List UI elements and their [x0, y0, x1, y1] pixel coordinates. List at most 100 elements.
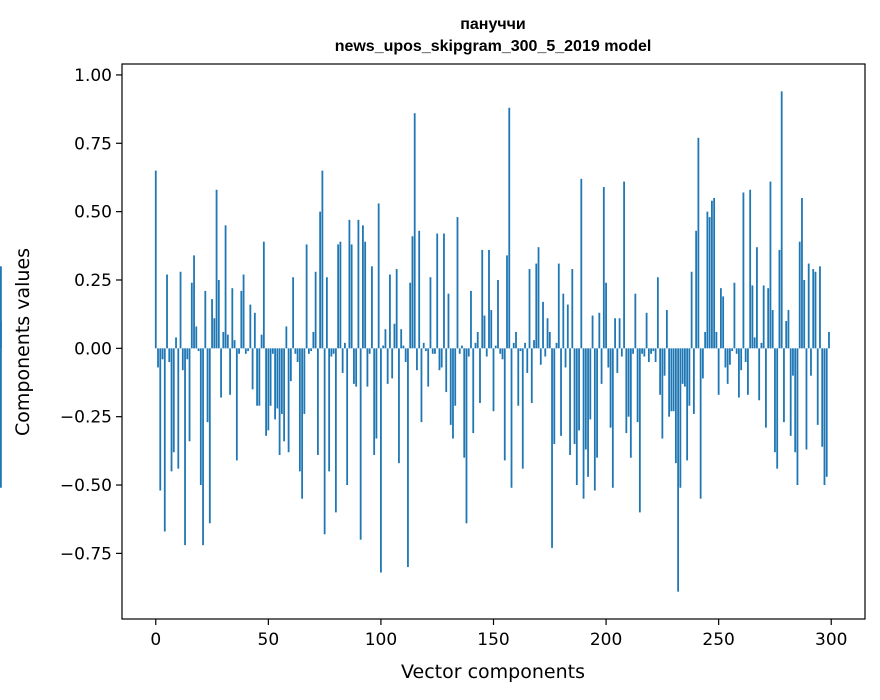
- bar: [253, 312, 256, 349]
- bar: [411, 236, 414, 349]
- bar: [452, 348, 454, 439]
- y-tick-label: 1.00: [74, 66, 112, 86]
- bar: [499, 348, 502, 354]
- bar: [470, 290, 472, 349]
- bar: [555, 342, 558, 349]
- y-tick-label: 0.75: [74, 134, 112, 154]
- bar: [607, 348, 610, 368]
- bar: [422, 342, 425, 349]
- bar: [742, 192, 745, 349]
- bar: [305, 244, 308, 349]
- bar: [656, 277, 659, 349]
- bar: [375, 348, 378, 439]
- bar: [508, 107, 511, 349]
- bar: [269, 348, 272, 406]
- bar: [611, 348, 614, 488]
- bar: [681, 348, 684, 384]
- bar: [226, 334, 229, 349]
- bar: [278, 348, 281, 455]
- bar: [744, 348, 747, 362]
- bar: [402, 345, 405, 349]
- bar: [524, 342, 526, 349]
- bar: [535, 263, 538, 349]
- bar: [355, 348, 358, 387]
- bar: [584, 348, 587, 450]
- bar: [623, 181, 625, 349]
- bar: [303, 348, 306, 414]
- bar: [404, 348, 407, 362]
- bar: [602, 187, 605, 349]
- bar: [580, 178, 583, 349]
- bar: [386, 348, 389, 384]
- bar: [771, 310, 774, 349]
- bar: [244, 348, 247, 354]
- bar: [751, 285, 754, 349]
- axes-group: 0 50 100 150 200 250 300 −0.75 −0.50 −0.25 0.00 0.2…: [60, 66, 848, 650]
- bar: [274, 348, 276, 420]
- bar: [332, 348, 335, 354]
- bar: [492, 348, 495, 412]
- bar: [249, 304, 252, 349]
- bar: [229, 348, 231, 395]
- bar: [762, 285, 765, 349]
- bar: [172, 348, 175, 453]
- bar: [735, 348, 738, 354]
- bar: [393, 323, 396, 349]
- bar: [256, 348, 258, 406]
- x-tick-label: 50: [258, 630, 280, 650]
- bar: [190, 282, 193, 349]
- bar: [346, 348, 349, 486]
- bar: [578, 348, 580, 431]
- bar: [697, 137, 700, 349]
- bar: [796, 348, 799, 486]
- bar: [479, 348, 481, 404]
- bar: [665, 310, 668, 349]
- bar: [177, 348, 180, 469]
- bar: [494, 345, 497, 349]
- bar: [222, 331, 225, 349]
- bar: [445, 348, 448, 393]
- bar: [294, 348, 297, 354]
- y-tick-label: −0.50: [60, 476, 112, 496]
- bar: [812, 269, 815, 349]
- bar: [233, 340, 236, 349]
- bar: [157, 348, 159, 368]
- bar: [319, 211, 322, 349]
- bar: [416, 348, 418, 371]
- bar: [747, 348, 749, 395]
- bar: [654, 348, 657, 362]
- bar: [589, 348, 592, 420]
- bar: [816, 348, 819, 425]
- bar: [312, 331, 315, 349]
- bar: [434, 348, 436, 354]
- bar: [260, 334, 263, 349]
- bar: [767, 288, 770, 349]
- bar: [539, 348, 542, 365]
- bar: [353, 348, 355, 384]
- bar: [166, 274, 168, 349]
- bar: [674, 348, 677, 464]
- bar: [276, 348, 279, 409]
- bar: [670, 348, 673, 412]
- bar: [350, 244, 353, 349]
- chart-title: пануччи: [460, 16, 526, 33]
- bar: [476, 331, 479, 349]
- bar: [436, 233, 439, 349]
- bar: [814, 271, 817, 349]
- bar: [756, 247, 758, 349]
- bar: [377, 203, 380, 349]
- bar: [821, 348, 824, 447]
- bar: [344, 342, 346, 349]
- bar: [729, 348, 731, 365]
- bar: [526, 348, 529, 373]
- bar: [699, 348, 702, 499]
- bar: [803, 279, 806, 349]
- bar: [683, 348, 686, 387]
- bar: [614, 318, 616, 349]
- bar: [328, 348, 331, 472]
- bar: [368, 348, 371, 354]
- bar: [515, 331, 517, 349]
- bar: [458, 348, 461, 354]
- bar: [389, 274, 391, 349]
- bar: [280, 348, 283, 414]
